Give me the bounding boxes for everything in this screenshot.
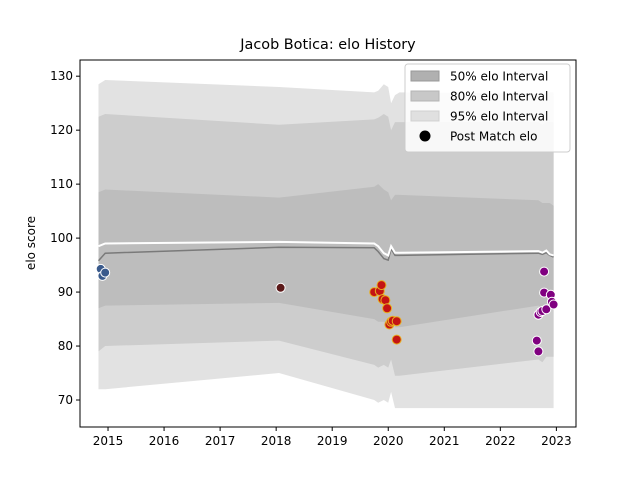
legend-swatch [410, 70, 440, 82]
x-tick-label: 2023 [541, 434, 572, 448]
x-tick-label: 2020 [373, 434, 404, 448]
x-tick-label: 2021 [429, 434, 460, 448]
x-tick-label: 2016 [149, 434, 180, 448]
x-tick-label: 2015 [93, 434, 124, 448]
x-tick-label: 2022 [485, 434, 516, 448]
legend-label: 80% elo Interval [450, 90, 548, 104]
data-point [391, 316, 402, 327]
y-axis: 70 80 90 100 110 120 130 [50, 69, 80, 407]
chart-title: Jacob Botica: elo History [239, 37, 416, 53]
y-tick-label: 80 [58, 339, 73, 353]
data-point [548, 299, 559, 310]
data-point [376, 280, 387, 291]
y-tick-label: 110 [50, 177, 73, 191]
x-tick-label: 2019 [317, 434, 348, 448]
data-point [541, 304, 552, 315]
legend-marker [419, 130, 431, 142]
legend-label: Post Match elo [450, 130, 537, 144]
median-highlight-line [98, 240, 554, 257]
y-tick-label: 70 [58, 393, 73, 407]
legend-label: 50% elo Interval [450, 70, 548, 84]
data-point [533, 346, 544, 357]
y-axis-label: elo score [24, 216, 38, 270]
data-point [100, 267, 111, 278]
x-tick-label: 2018 [261, 434, 292, 448]
legend-label: 95% elo Interval [450, 110, 548, 124]
y-tick-label: 100 [50, 231, 73, 245]
y-tick-label: 90 [58, 285, 73, 299]
plot-area [79, 59, 577, 428]
data-point [275, 282, 286, 293]
y-tick-label: 120 [50, 123, 73, 137]
x-axis: 2015 2016 2017 2018 2019 2020 2021 2022 2023 [93, 427, 572, 448]
data-point [391, 334, 402, 345]
legend: 50% elo Interval 80% elo Interval 95% elo … [404, 63, 571, 153]
data-point [539, 266, 550, 277]
plot-frame [79, 59, 577, 428]
x-tick-label: 2017 [205, 434, 236, 448]
data-point [380, 295, 391, 306]
y-tick-label: 130 [50, 69, 73, 83]
data-point [382, 303, 393, 314]
legend-swatch [410, 90, 440, 102]
legend-swatch [410, 110, 440, 122]
data-point [531, 335, 542, 346]
band-50 [98, 184, 554, 328]
legend-box [404, 63, 571, 153]
